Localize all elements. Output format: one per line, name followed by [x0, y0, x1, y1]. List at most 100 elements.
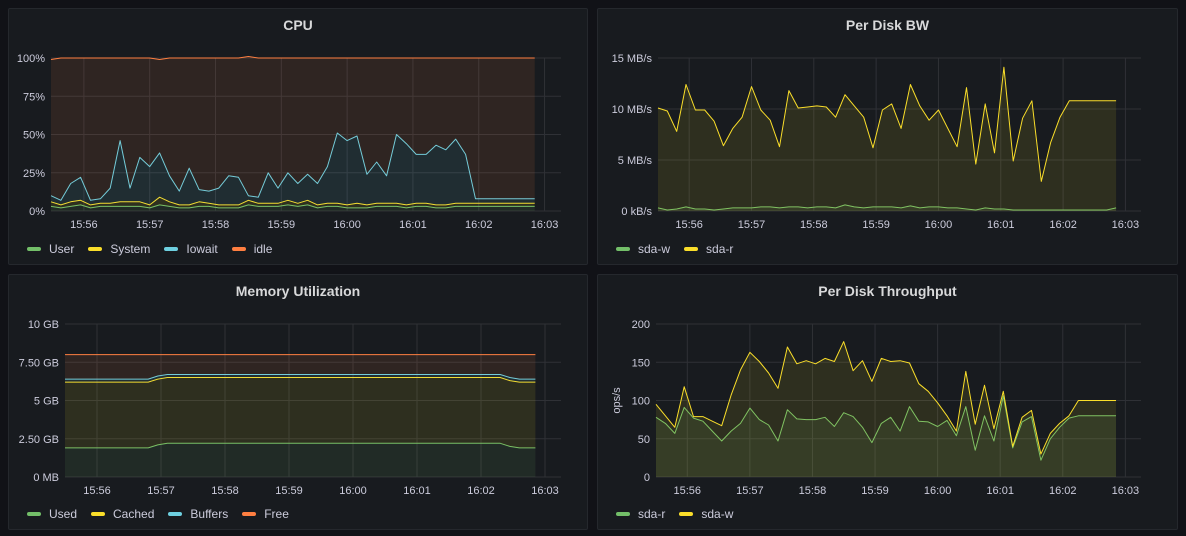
legend: User System Iowait idle — [27, 234, 286, 264]
y-tick-label: 100% — [17, 53, 45, 65]
legend-label: sda-r — [706, 242, 734, 256]
series-line-sda-r — [657, 66, 1117, 182]
x-tick-label: 16:02 — [1049, 485, 1077, 497]
series-line-sda-r — [655, 395, 1116, 461]
y-tick-label: 15 MB/s — [612, 53, 653, 65]
legend-label: Cached — [113, 507, 155, 521]
x-tick-label: 15:57 — [736, 485, 764, 497]
series-line-user — [50, 204, 535, 209]
series-area-used — [65, 443, 536, 477]
legend-item-sda-r[interactable]: sda-r — [616, 507, 665, 521]
legend-item-user[interactable]: User — [27, 242, 74, 256]
x-tick-label: 16:00 — [924, 485, 952, 497]
legend-swatch — [684, 247, 699, 251]
y-tick-label: 0 kB/s — [621, 206, 652, 218]
x-tick-label: 16:01 — [987, 219, 1015, 231]
series-line-buffers — [65, 374, 536, 380]
legend-item-sda-w[interactable]: sda-w — [679, 507, 733, 521]
legend-swatch — [164, 247, 179, 251]
legend-swatch — [242, 512, 257, 516]
panel-title[interactable]: Per Disk BW — [845, 17, 930, 33]
series-area-cached — [65, 377, 536, 448]
y-tick-label: 10 MB/s — [612, 104, 653, 116]
x-tick-label: 16:00 — [925, 219, 953, 231]
series-line-sda-w — [657, 204, 1117, 211]
x-tick-label: 15:57 — [738, 219, 766, 231]
disk-bw-chart[interactable]: 0 kB/s 5 MB/s 10 MB/s 15 MB/s 15:56 15:57 15:5… — [598, 9, 1179, 266]
legend-label: Used — [49, 507, 78, 521]
series-line-sda-w — [655, 341, 1116, 455]
legend-label: sda-w — [701, 507, 734, 521]
disk-throughput-panel: Per Disk Throughput 0 50 100 150 200 15:56 15:… — [597, 274, 1178, 530]
legend: sda-r sda-w — [616, 499, 747, 529]
series-area-idle — [51, 56, 535, 201]
x-tick-label: 15:58 — [202, 219, 230, 231]
x-tick-label: 16:02 — [465, 219, 493, 231]
y-tick-label: 0 — [644, 472, 650, 484]
legend-item-cached[interactable]: Cached — [91, 507, 154, 521]
series-line-system — [50, 196, 535, 206]
x-tick-label: 16:00 — [339, 485, 367, 497]
legend-label: Iowait — [186, 242, 218, 256]
series-line-used — [65, 442, 536, 449]
y-tick-label: 50% — [23, 130, 45, 142]
legend-swatch — [616, 512, 630, 516]
series-area-sda-w — [656, 341, 1116, 477]
legend-item-used[interactable]: Used — [27, 507, 77, 521]
x-tick-label: 16:02 — [1049, 219, 1077, 231]
legend-label: sda-w — [638, 242, 671, 256]
panel-title[interactable]: Per Disk Throughput — [818, 283, 957, 299]
x-tick-label: 15:58 — [211, 485, 239, 497]
legend-label: User — [49, 242, 75, 256]
x-tick-label: 15:56 — [83, 485, 111, 497]
legend-label: System — [110, 242, 151, 256]
panel-title[interactable]: CPU — [283, 17, 313, 33]
series-area-free — [65, 354, 536, 380]
legend-swatch — [88, 247, 103, 251]
legend-item-sda-w[interactable]: sda-w — [616, 242, 670, 256]
y-tick-label: 2.50 GB — [19, 434, 59, 446]
series-line-cached — [65, 377, 536, 383]
memory-chart[interactable]: 0 MB 2.50 GB 5 GB 7.50 GB 10 GB 15:56 15:57 15:… — [9, 275, 589, 531]
x-tick-label: 15:57 — [147, 485, 175, 497]
x-tick-label: 16:02 — [467, 485, 495, 497]
legend-swatch — [27, 512, 41, 516]
y-tick-label: 50 — [638, 434, 650, 446]
y-tick-label: 0% — [29, 206, 45, 218]
y-tick-label: 200 — [632, 319, 650, 331]
y-tick-label: 25% — [23, 168, 45, 180]
legend-swatch — [231, 247, 246, 251]
y-tick-label: 150 — [632, 357, 650, 369]
legend-item-system[interactable]: System — [88, 242, 150, 256]
y-tick-label: 10 GB — [28, 319, 59, 331]
x-tick-label: 15:56 — [675, 219, 703, 231]
x-tick-label: 15:59 — [275, 485, 303, 497]
x-tick-label: 16:00 — [333, 219, 361, 231]
legend-item-buffers[interactable]: Buffers — [168, 507, 228, 521]
series-line-idle — [50, 56, 535, 60]
x-tick-label: 15:59 — [268, 219, 296, 231]
y-tick-label: 5 GB — [34, 396, 59, 408]
x-tick-label: 15:57 — [136, 219, 164, 231]
legend-swatch — [168, 512, 183, 516]
x-tick-label: 15:58 — [800, 219, 828, 231]
x-tick-label: 16:03 — [531, 219, 559, 231]
series-line-iowait — [50, 132, 535, 201]
x-tick-label: 16:01 — [399, 219, 427, 231]
series-area-user — [51, 204, 535, 211]
cpu-panel: CPU 0% 25% 50% 75% 100% 15:56 15:57 15:58 15:59 1… — [8, 8, 588, 265]
legend-swatch — [27, 247, 41, 251]
panel-title[interactable]: Memory Utilization — [235, 283, 361, 299]
legend-item-sda-r[interactable]: sda-r — [684, 242, 733, 256]
legend-item-idle[interactable]: idle — [231, 242, 272, 256]
legend: sda-w sda-r — [616, 234, 747, 264]
disk-throughput-chart[interactable]: 0 50 100 150 200 15:56 15:57 15:58 15:59 16:00 16:… — [598, 275, 1179, 531]
legend-swatch — [616, 247, 630, 251]
legend-item-iowait[interactable]: Iowait — [164, 242, 218, 256]
series-area-buffers — [65, 374, 536, 383]
x-tick-label: 16:01 — [986, 485, 1014, 497]
cpu-chart[interactable]: 0% 25% 50% 75% 100% 15:56 15:57 15:58 15:59 16:00… — [9, 9, 589, 266]
legend-item-free[interactable]: Free — [242, 507, 289, 521]
x-tick-label: 15:56 — [674, 485, 702, 497]
x-tick-label: 15:59 — [862, 219, 890, 231]
